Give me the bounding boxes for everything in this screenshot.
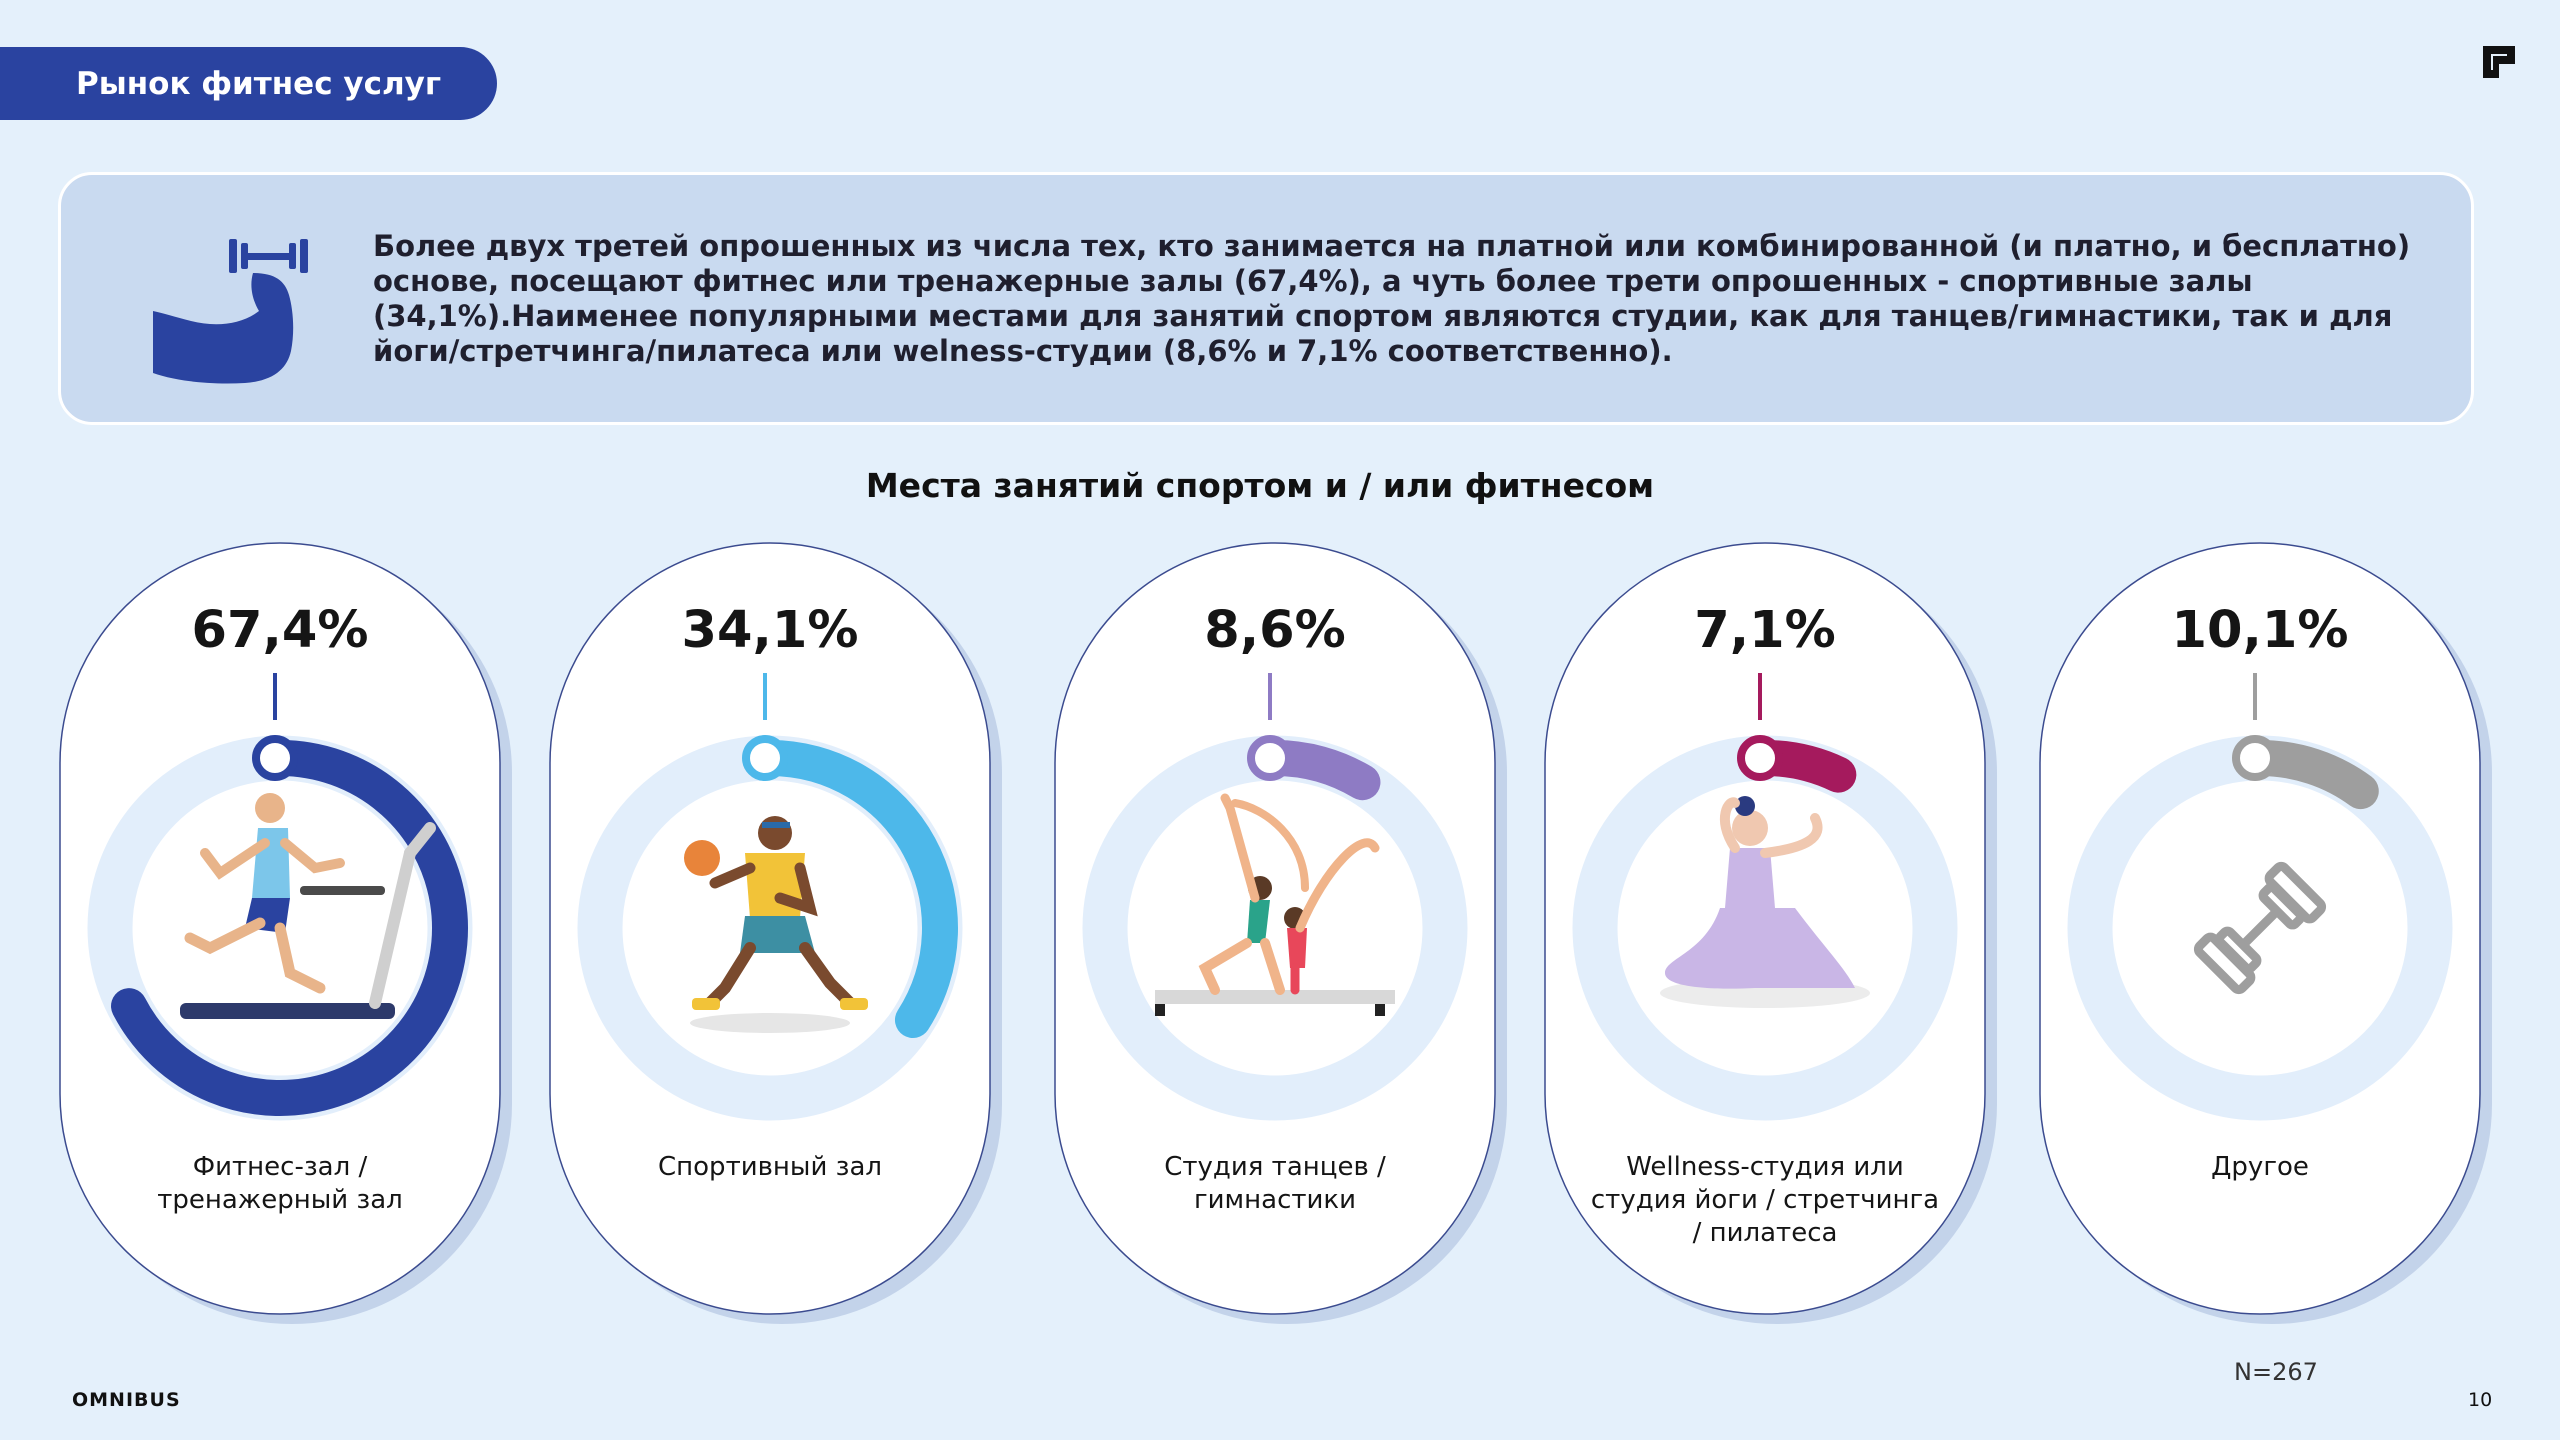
- chart-title: Места занятий спортом и / или фитнесом: [865, 466, 1655, 505]
- corner-logo-icon: [2483, 46, 2515, 78]
- category-label: Фитнес-зал /тренажерный зал: [157, 1152, 403, 1215]
- sample-size: N=267: [2234, 1358, 2318, 1386]
- category-label-line: Другое: [2211, 1152, 2309, 1182]
- value-label: 10,1%: [2172, 601, 2349, 660]
- category-label-line: тренажерный зал: [157, 1185, 403, 1215]
- value-label: 67,4%: [192, 601, 369, 660]
- page-number: 10: [2468, 1389, 2493, 1411]
- donut-value-arc: [752, 740, 958, 1038]
- dumbbell-icon: [2193, 861, 2327, 995]
- value-label: 8,6%: [1204, 601, 1345, 660]
- donut-value-arc: [111, 740, 468, 1116]
- category-card: 10,1% Другое: [2039, 542, 2492, 1324]
- category-label: Другое: [2211, 1152, 2309, 1182]
- value-pointer-knob: [1737, 735, 1783, 781]
- category-label-line: Студия танцев /: [1164, 1152, 1386, 1182]
- gymnastics-pair-icon: [1155, 793, 1395, 1016]
- section-title: Рынок фитнес услуг: [76, 65, 442, 102]
- category-label-line: студия йоги / стретчинга: [1591, 1185, 1939, 1215]
- category-label: Спортивный зал: [658, 1152, 882, 1182]
- category-card: 34,1% Спортивный зал: [549, 542, 1002, 1324]
- value-pointer-knob: [2232, 735, 2278, 781]
- value-label: 7,1%: [1694, 601, 1835, 660]
- summary-box: Более двух третей опрошенных из числа те…: [58, 172, 2474, 425]
- category-card: 67,4% Фитнес-зал /тренажерный зал: [59, 542, 512, 1324]
- yoga-woman-icon: [1660, 796, 1870, 1008]
- section-title-pill: Рынок фитнес услуг: [0, 47, 497, 120]
- category-label-line: Фитнес-зал /: [193, 1152, 368, 1182]
- brand-logo: OMNIBUS: [72, 1389, 181, 1411]
- value-label: 34,1%: [682, 601, 859, 660]
- flexed-arm-dumbbell-icon: [153, 239, 308, 384]
- basketball-player-icon: [684, 816, 868, 1033]
- value-pointer-knob: [742, 735, 788, 781]
- summary-text: Более двух третей опрошенных из числа те…: [373, 229, 2411, 368]
- value-pointer-knob: [1247, 735, 1293, 781]
- card-background: [1054, 542, 1496, 1315]
- category-label-line: Wellness-студия или: [1626, 1152, 1904, 1182]
- category-card: 8,6% Студия танцев /гимнастики: [1054, 542, 1507, 1324]
- category-label-line: Спортивный зал: [658, 1152, 882, 1182]
- category-label-line: гимнастики: [1194, 1185, 1356, 1215]
- category-label: Студия танцев /гимнастики: [1164, 1152, 1386, 1215]
- category-label-line: / пилатеса: [1693, 1218, 1838, 1248]
- treadmill-runner-icon: [180, 793, 436, 1019]
- value-pointer-knob: [252, 735, 298, 781]
